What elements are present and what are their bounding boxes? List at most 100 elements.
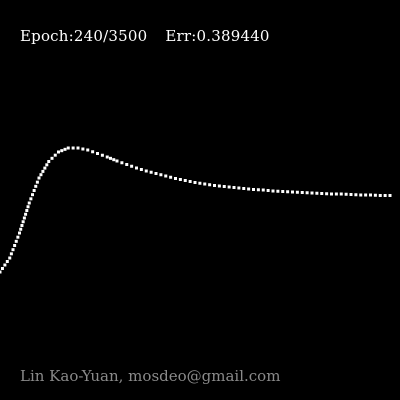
curve-point (388, 194, 392, 197)
curve-point (135, 166, 138, 170)
curve-point (91, 150, 95, 154)
curve-point (21, 220, 25, 224)
curve-point (105, 155, 109, 159)
curve-point (154, 172, 158, 175)
curve-point (164, 174, 168, 178)
epoch-counter: Epoch:240/3500 (20, 27, 148, 45)
curve-point (281, 190, 285, 193)
curve-point (115, 159, 119, 163)
curve-point (25, 209, 29, 212)
curve-point (286, 190, 290, 194)
curve-point (125, 163, 129, 166)
curve-point (178, 178, 182, 181)
curve-point (29, 197, 33, 201)
curve-point (252, 188, 255, 191)
curve-point (276, 189, 280, 193)
curve-point (16, 235, 20, 239)
curve-point (315, 191, 319, 195)
curve-point (13, 244, 17, 247)
curve-point (378, 194, 382, 197)
curve-point (183, 179, 187, 182)
curve-point (203, 182, 207, 186)
curve-point (50, 156, 54, 160)
curve-point (130, 164, 134, 168)
curve-point (34, 184, 38, 188)
curve-point (222, 185, 226, 188)
curve-point (66, 146, 70, 150)
curve-point (3, 263, 7, 267)
curve-point (0, 267, 4, 270)
curve-point (237, 186, 241, 190)
curve-point (26, 205, 30, 209)
curve-point (300, 191, 304, 194)
curve-point (96, 152, 99, 155)
curve-point (383, 194, 387, 197)
curve-point (144, 169, 148, 173)
curve-point (339, 192, 343, 196)
curve-point (112, 158, 116, 162)
curve-point (149, 170, 153, 174)
curve-point (27, 201, 31, 205)
curve-point (24, 212, 28, 216)
curve-point (325, 192, 329, 196)
curve-point (11, 248, 15, 252)
curve-point (47, 160, 51, 163)
curve-point (369, 193, 372, 197)
curve-point (320, 192, 324, 195)
curve-point (334, 192, 338, 196)
curve-point (291, 190, 294, 194)
curve-point (344, 192, 348, 196)
curve-point (14, 239, 18, 243)
curve-point (31, 193, 34, 197)
curve-point (349, 193, 353, 196)
curve-point (213, 184, 216, 187)
output-curve (0, 146, 392, 274)
curve-point (8, 256, 12, 260)
curve-point (139, 168, 143, 171)
curve-point (271, 189, 275, 193)
curve-point (86, 148, 90, 152)
curve-point (169, 175, 173, 179)
curve-point (256, 188, 260, 192)
curve-point (242, 187, 246, 190)
curve-point (5, 260, 9, 263)
curve-point (35, 180, 39, 184)
curve-point (45, 163, 49, 167)
curve-point (359, 193, 363, 197)
curve-point (60, 149, 64, 153)
curve-point (37, 176, 41, 180)
curve-point (18, 231, 21, 235)
curve-point (305, 191, 309, 195)
training-status-line: Epoch:240/3500 Err:0.389440 (20, 27, 270, 45)
curve-point (373, 193, 377, 197)
curve-point (100, 153, 104, 157)
curve-point (174, 177, 177, 180)
curve-point (227, 185, 231, 189)
curve-point (43, 166, 47, 170)
curve-point (81, 147, 85, 151)
curve-point (354, 193, 358, 197)
curve-point (39, 173, 43, 177)
curve-point (57, 150, 60, 154)
curve-point (71, 146, 75, 150)
curve-point (159, 173, 163, 177)
curve-point (266, 189, 270, 192)
curve-point (261, 188, 265, 192)
curve-point (188, 180, 192, 183)
curve-point (76, 146, 80, 150)
curve-point (217, 184, 221, 188)
curve-point (22, 216, 26, 220)
curve-point (330, 192, 333, 196)
curve-point (193, 181, 197, 184)
curve-point (41, 169, 45, 173)
curve-point (198, 181, 202, 185)
curve-point (0, 270, 2, 274)
error-readout: Err:0.389440 (165, 27, 270, 45)
curve-point (53, 153, 57, 157)
curve-point (208, 183, 212, 187)
curve-point (364, 193, 368, 197)
curve-point (32, 189, 36, 192)
curve-point (295, 190, 299, 194)
